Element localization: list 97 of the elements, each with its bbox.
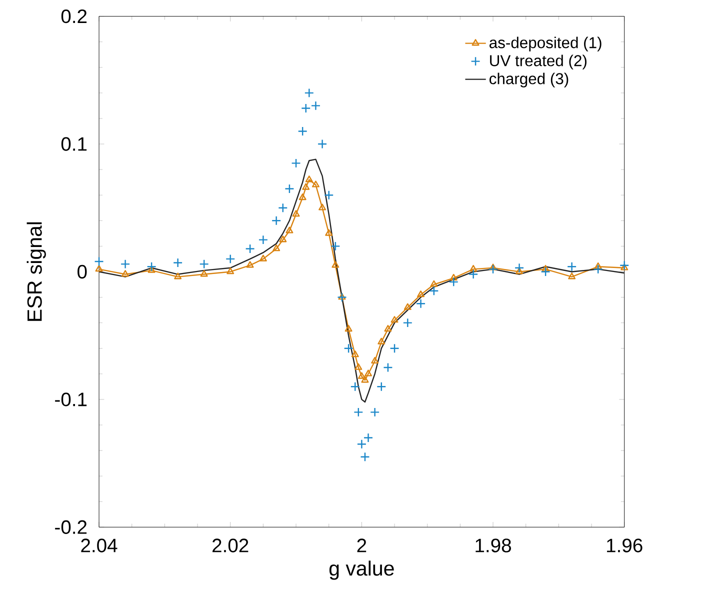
point xyxy=(358,372,366,380)
y-tick-label: -0.2 xyxy=(55,520,87,534)
point xyxy=(226,268,234,274)
point xyxy=(324,190,334,200)
point xyxy=(540,267,550,277)
point xyxy=(390,316,398,323)
point xyxy=(542,265,550,272)
point xyxy=(402,318,412,328)
point xyxy=(360,452,370,462)
x-tick-label: 1.96 xyxy=(607,538,642,553)
legend-label: UV treated (2) xyxy=(490,54,586,70)
point xyxy=(620,260,630,270)
point xyxy=(284,184,294,194)
point xyxy=(384,325,392,332)
point xyxy=(354,363,362,370)
point xyxy=(370,408,380,418)
point xyxy=(354,408,364,418)
y-axis-title: ESR signal xyxy=(26,222,46,321)
point xyxy=(312,180,320,188)
point xyxy=(310,101,321,111)
point xyxy=(304,88,314,98)
y-tick-label: 0 xyxy=(78,265,87,279)
point xyxy=(430,280,438,288)
point xyxy=(514,263,524,273)
point xyxy=(468,270,478,280)
point xyxy=(291,158,301,168)
point xyxy=(226,254,236,264)
point xyxy=(338,293,346,300)
x-axis-title: g value xyxy=(329,560,394,580)
point xyxy=(364,370,372,376)
point xyxy=(305,176,313,182)
point xyxy=(200,270,208,277)
point xyxy=(376,382,386,392)
point xyxy=(489,264,497,270)
point xyxy=(593,264,603,274)
point xyxy=(317,139,328,150)
point xyxy=(148,266,156,274)
point xyxy=(363,433,374,443)
point xyxy=(318,204,326,210)
point xyxy=(292,210,300,217)
point xyxy=(351,350,359,358)
point xyxy=(344,325,352,332)
point xyxy=(390,344,400,354)
point xyxy=(429,286,439,296)
point xyxy=(271,216,282,226)
point xyxy=(325,229,333,236)
point xyxy=(246,261,254,268)
point xyxy=(417,290,425,298)
point xyxy=(568,272,576,280)
point xyxy=(620,264,628,270)
point xyxy=(383,362,393,373)
point xyxy=(301,104,311,114)
point xyxy=(199,259,209,270)
x-tick-label: 1.98 xyxy=(476,538,511,553)
point xyxy=(450,274,458,281)
y-tick-label: 0.2 xyxy=(61,10,87,24)
point xyxy=(286,226,294,234)
point xyxy=(120,259,130,270)
point xyxy=(298,126,308,136)
point xyxy=(95,265,103,272)
point xyxy=(94,256,104,267)
x-tick-label: 2 xyxy=(357,538,366,552)
point xyxy=(350,382,360,392)
x-tick-label: 2.02 xyxy=(212,538,248,553)
point xyxy=(146,262,156,272)
point xyxy=(448,277,458,287)
point xyxy=(298,194,306,200)
point xyxy=(259,254,267,262)
point xyxy=(272,244,280,252)
point xyxy=(330,242,340,252)
y-tick-label: 0.1 xyxy=(61,137,87,152)
point xyxy=(258,235,268,245)
point xyxy=(172,258,183,268)
point xyxy=(470,265,478,272)
point xyxy=(174,272,182,280)
point xyxy=(516,268,524,274)
point xyxy=(279,236,287,242)
point xyxy=(594,262,602,270)
point xyxy=(344,344,354,354)
point xyxy=(378,338,386,345)
point xyxy=(356,439,367,450)
point xyxy=(566,262,577,272)
point xyxy=(332,261,340,268)
point xyxy=(122,270,130,277)
point xyxy=(371,357,379,364)
legend-label: charged (3) xyxy=(490,72,568,88)
legend-label: as-deposited (1) xyxy=(490,36,602,52)
point xyxy=(404,303,412,310)
point xyxy=(416,298,426,309)
point xyxy=(361,376,369,383)
point xyxy=(245,244,255,254)
point xyxy=(337,292,347,302)
point xyxy=(488,264,498,274)
x-tick-label: 2.04 xyxy=(81,538,118,553)
point xyxy=(278,203,288,213)
point xyxy=(302,183,310,190)
y-tick-label: -0.1 xyxy=(55,392,87,406)
